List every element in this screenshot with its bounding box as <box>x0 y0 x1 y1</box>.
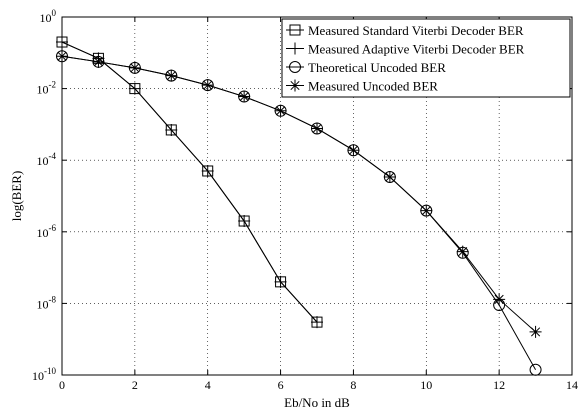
x-tick-label: 4 <box>205 378 211 392</box>
y-tick-label: 10-2 <box>37 80 57 97</box>
square-marker <box>289 24 301 36</box>
plus-marker <box>165 123 178 136</box>
plot-frame <box>61 16 573 376</box>
y-tick-label-exponent: -10 <box>44 366 56 376</box>
legend-label: Measured Standard Viterbi Decoder BER <box>308 23 524 38</box>
asterisk-marker <box>347 144 360 157</box>
series-line <box>61 55 536 333</box>
y-tick-label-base: 10 <box>40 11 52 25</box>
plus-marker <box>274 275 287 288</box>
asterisk-marker <box>311 122 323 135</box>
y-tick-label: 10-8 <box>37 294 57 311</box>
asterisk-marker <box>92 55 105 68</box>
asterisk-marker <box>201 79 214 92</box>
asterisk-marker <box>456 245 469 258</box>
y-tick-label-exponent: -6 <box>49 223 57 233</box>
y-tick-label-base: 10 <box>37 154 49 168</box>
y-tick-label: 10-6 <box>37 223 57 240</box>
asterisk-marker <box>165 69 178 82</box>
circle-marker <box>289 61 301 73</box>
series-line <box>61 41 318 323</box>
y-tick-label: 100 <box>40 8 57 25</box>
y-axis-label: log(BER) <box>9 171 24 222</box>
series-asterisk <box>56 50 542 338</box>
x-tick-label: 6 <box>278 378 284 392</box>
asterisk-marker <box>493 293 506 306</box>
plus-marker <box>311 316 323 329</box>
y-tick-label-exponent: 0 <box>52 8 57 18</box>
legend-label: Theoretical Uncoded BER <box>308 60 446 75</box>
asterisk-marker <box>128 61 141 74</box>
y-tick-label-exponent: -8 <box>49 294 57 304</box>
plus-marker <box>128 82 141 95</box>
y-tick-label-exponent: -4 <box>49 151 57 161</box>
asterisk-marker <box>238 90 251 103</box>
legend: Measured Standard Viterbi Decoder BER Mea… <box>281 18 571 98</box>
legend-label: Measured Uncoded BER <box>308 79 438 94</box>
series-circle <box>56 50 542 376</box>
x-tick-label: 0 <box>59 378 65 392</box>
y-tick-label-base: 10 <box>37 226 49 240</box>
legend-box <box>281 18 571 98</box>
x-tick-label: 8 <box>350 378 356 392</box>
x-tick-label: 14 <box>566 378 578 392</box>
y-tick-label: 10-10 <box>32 366 56 383</box>
asterisk-marker <box>383 170 396 183</box>
asterisk-marker <box>529 325 542 338</box>
x-tick-label: 2 <box>132 378 138 392</box>
y-tick-label-base: 10 <box>32 369 44 383</box>
y-tick-label: 10-4 <box>37 151 57 168</box>
series-layer <box>56 36 542 376</box>
asterisk-marker <box>274 104 287 117</box>
y-tick-label-base: 10 <box>37 83 49 97</box>
asterisk-marker <box>420 204 433 217</box>
plus-marker <box>238 215 251 228</box>
x-axis-label: Eb/No in dB <box>284 395 350 410</box>
plus-marker <box>201 164 214 177</box>
x-tick-label: 12 <box>493 378 505 392</box>
plus-marker <box>289 42 301 55</box>
legend-label: Measured Adaptive Viterbi Decoder BER <box>308 42 525 57</box>
asterisk-marker <box>289 79 301 92</box>
series-line <box>61 55 537 371</box>
series-line <box>61 41 318 323</box>
y-tick-label-base: 10 <box>37 297 49 311</box>
x-tick-label: 10 <box>420 378 432 392</box>
y-tick-label-exponent: -2 <box>49 80 57 90</box>
